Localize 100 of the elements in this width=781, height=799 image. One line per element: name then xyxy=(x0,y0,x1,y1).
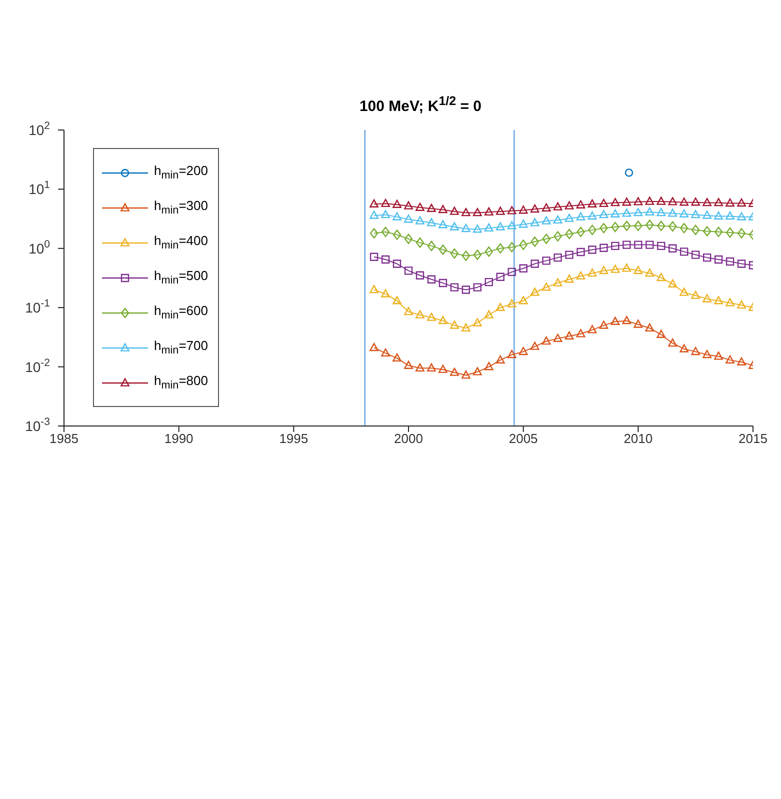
point xyxy=(565,250,574,259)
point xyxy=(611,222,620,232)
point xyxy=(714,211,723,220)
point xyxy=(496,302,505,311)
point xyxy=(645,323,654,332)
point xyxy=(370,199,378,208)
point xyxy=(702,294,712,302)
point xyxy=(472,318,482,326)
point xyxy=(416,238,424,248)
point xyxy=(484,362,494,370)
point xyxy=(656,330,666,338)
point xyxy=(484,223,494,232)
point xyxy=(427,218,436,226)
point xyxy=(576,248,585,256)
point xyxy=(691,290,700,299)
x-tick-label: 1995 xyxy=(279,431,308,446)
point xyxy=(542,256,550,265)
point xyxy=(450,320,459,329)
y-tick-label: 10$^{2}$ xyxy=(28,120,50,138)
point xyxy=(668,208,678,217)
point xyxy=(646,240,654,249)
point xyxy=(588,268,597,277)
point xyxy=(646,220,654,230)
point xyxy=(438,278,448,288)
point xyxy=(392,296,402,304)
point xyxy=(634,208,643,216)
point xyxy=(530,288,540,296)
point xyxy=(691,346,700,356)
point xyxy=(691,250,700,259)
point xyxy=(634,197,643,206)
point xyxy=(726,211,734,220)
point xyxy=(518,346,528,356)
point xyxy=(416,271,424,280)
point xyxy=(508,268,516,276)
point xyxy=(554,253,562,262)
point xyxy=(622,198,632,206)
point xyxy=(668,244,677,252)
point xyxy=(484,278,493,286)
point xyxy=(404,234,413,244)
point xyxy=(726,227,734,238)
point xyxy=(576,329,586,338)
point xyxy=(416,363,424,372)
point xyxy=(484,310,494,318)
point xyxy=(599,320,608,329)
point xyxy=(714,352,723,360)
point xyxy=(645,196,654,205)
point xyxy=(657,220,666,232)
point xyxy=(610,316,620,326)
point xyxy=(588,246,596,254)
point xyxy=(542,216,551,224)
point xyxy=(634,240,642,249)
point xyxy=(553,215,562,224)
point xyxy=(496,272,504,282)
point xyxy=(450,248,459,259)
point xyxy=(381,348,390,357)
point xyxy=(416,216,424,224)
point xyxy=(392,212,402,220)
point xyxy=(702,198,712,206)
point xyxy=(634,220,642,232)
point xyxy=(370,284,378,294)
point xyxy=(610,209,620,218)
point xyxy=(542,282,551,291)
point xyxy=(610,264,620,273)
point xyxy=(564,274,574,283)
point xyxy=(588,199,597,208)
point xyxy=(714,296,723,304)
point xyxy=(473,250,482,260)
point xyxy=(370,228,378,238)
point xyxy=(381,198,390,208)
point xyxy=(438,244,448,255)
point xyxy=(519,240,528,250)
x-tick-label: 1985 xyxy=(50,431,78,446)
point xyxy=(553,202,562,210)
point xyxy=(622,316,632,324)
y-tick-label: 10$^{0}$ xyxy=(28,238,50,256)
point xyxy=(576,212,586,220)
point xyxy=(518,220,528,228)
point xyxy=(691,198,700,206)
legend-label: h$_{min}$=300 xyxy=(154,198,208,217)
point xyxy=(668,197,678,206)
point xyxy=(472,367,482,376)
y-tick-label: 10$^{-2}$ xyxy=(25,356,50,375)
point xyxy=(576,271,586,280)
point xyxy=(484,246,493,257)
point xyxy=(634,266,643,274)
point xyxy=(496,206,505,215)
point xyxy=(588,224,596,236)
legend-label: h$_{min}$=500 xyxy=(154,268,208,287)
point xyxy=(610,198,620,206)
point xyxy=(450,206,459,215)
point xyxy=(461,323,470,332)
point xyxy=(496,243,504,254)
point xyxy=(622,264,632,272)
point xyxy=(404,201,413,210)
point xyxy=(462,250,470,261)
point xyxy=(438,316,448,324)
point xyxy=(668,338,678,347)
legend-label: h$_{min}$=200 xyxy=(154,163,208,182)
point xyxy=(726,298,734,306)
point xyxy=(564,201,574,210)
